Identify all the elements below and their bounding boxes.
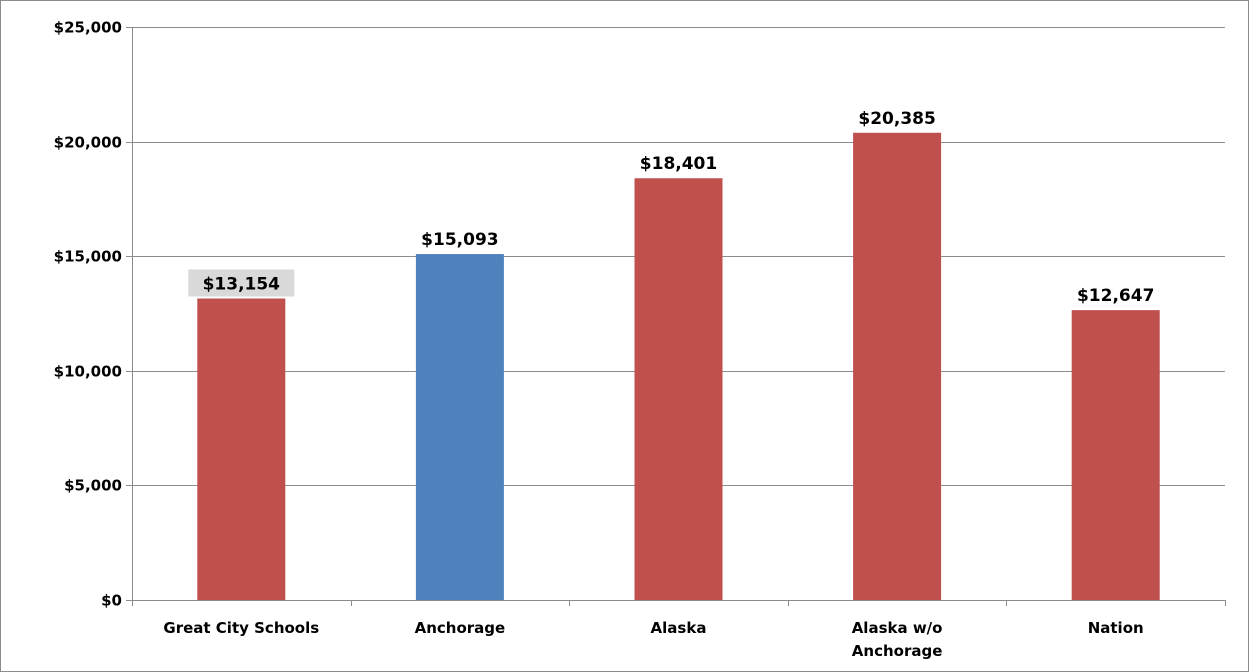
bars — [197, 132, 1160, 601]
bar — [853, 132, 942, 600]
y-tick-label: $10,000 — [54, 363, 122, 381]
x-tick-label: Alaska — [651, 619, 707, 637]
data-labels: $13,154 $15,093 $18,401 $20,385 $12,647 — [188, 109, 1154, 306]
y-axis: $0 $5,000 $10,000 $15,000 $20,000 $25,000 — [54, 19, 133, 610]
x-tick-label-line: Great City Schools — [163, 619, 319, 637]
x-tick-label: Anchorage — [415, 619, 506, 637]
x-tick-label: Alaska w/o Anchorage — [852, 619, 943, 660]
data-label: $13,154 — [203, 275, 281, 295]
x-tick-label-line: Alaska — [651, 619, 707, 637]
y-tick-label: $0 — [101, 592, 122, 610]
y-tick-label: $5,000 — [64, 477, 122, 495]
y-tick-label: $25,000 — [54, 19, 122, 37]
y-tick-label: $20,000 — [54, 134, 122, 152]
x-tick-label-line: Nation — [1088, 619, 1144, 637]
data-label: $20,385 — [858, 109, 935, 129]
data-label: $18,401 — [640, 154, 717, 174]
bar — [415, 254, 504, 601]
x-tick-label: Great City Schools — [163, 619, 319, 637]
bar — [197, 298, 286, 600]
x-tick-label-line: Anchorage — [415, 619, 506, 637]
data-label-background — [188, 269, 295, 297]
x-tick-label-line: Anchorage — [852, 642, 943, 660]
bar — [634, 178, 723, 600]
x-tick-label-line: Alaska w/o — [852, 619, 943, 637]
data-label: $12,647 — [1077, 286, 1154, 306]
bar — [1071, 310, 1160, 600]
y-tick-label: $15,000 — [54, 248, 122, 266]
data-label: $15,093 — [421, 230, 498, 250]
x-tick-label: Nation — [1088, 619, 1144, 637]
x-axis: Great City Schools Anchorage Alaska Alaska … — [132, 600, 1226, 660]
